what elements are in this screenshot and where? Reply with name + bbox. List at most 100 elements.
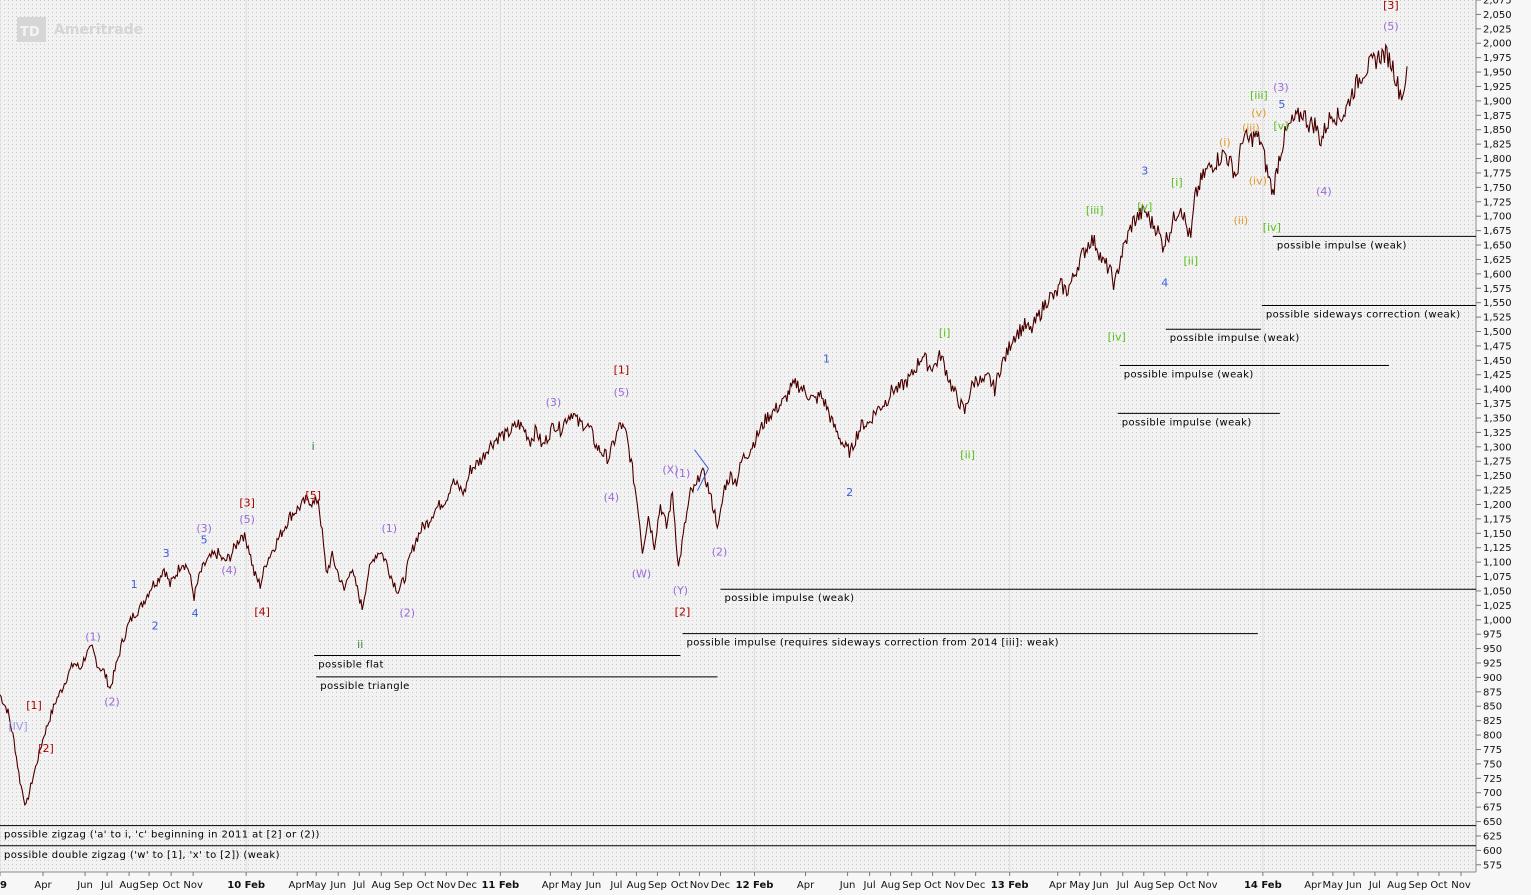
x-tick-label: Jun — [76, 880, 93, 891]
x-tick-label: Jun — [585, 880, 602, 891]
wave-label: (4) — [604, 491, 620, 504]
triangle-line — [694, 449, 710, 491]
wave-label: 4 — [192, 607, 199, 620]
y-tick-label: 1,625 — [1483, 255, 1512, 266]
y-tick-label: 1,600 — [1483, 269, 1512, 280]
zone-label: possible impulse (weak) — [1277, 240, 1407, 251]
x-tick-label: Aug — [371, 880, 391, 891]
wave-label: 2 — [152, 620, 159, 633]
x-tick-label: Aug — [1134, 880, 1154, 891]
x-tick-label: May — [561, 880, 582, 891]
y-tick-label: 775 — [1483, 745, 1502, 756]
y-tick-label: 1,100 — [1483, 558, 1512, 569]
x-tick-label: 09 — [0, 880, 7, 891]
wave-label: [2] — [38, 742, 54, 755]
y-tick-label: 700 — [1483, 788, 1502, 799]
y-tick-label: 1,950 — [1483, 68, 1512, 79]
x-tick-label: Jul — [863, 880, 876, 891]
y-tick-label: 1,675 — [1483, 226, 1512, 237]
y-tick-label: 1,250 — [1483, 471, 1512, 482]
x-tick-label: Sep — [648, 880, 667, 891]
x-tick-label: Apr — [542, 880, 560, 891]
y-tick-label: 1,050 — [1483, 586, 1512, 597]
y-tick-label: 1,400 — [1483, 385, 1512, 396]
wave-label: (5) — [1383, 20, 1399, 33]
wave-label: [IV] — [8, 720, 27, 733]
x-tick-label: Apr — [1304, 880, 1322, 891]
y-tick-label: 1,075 — [1483, 572, 1512, 583]
y-tick-label: 1,500 — [1483, 327, 1512, 338]
wave-label: [3] — [1383, 0, 1399, 12]
x-axis: 09AprJunJulAugSepOctNov10 FebAprMayJunJu… — [0, 872, 1471, 891]
wave-label: ii — [357, 638, 363, 651]
x-tick-label: Jun — [839, 880, 856, 891]
y-tick-label: 625 — [1483, 831, 1502, 842]
y-tick-label: 2,025 — [1483, 24, 1512, 35]
x-tick-label: Sep — [902, 880, 921, 891]
zone-label: possible sideways correction (weak) — [1266, 310, 1461, 321]
wave-label: 1 — [823, 353, 830, 366]
x-tick-label: Aug — [627, 880, 647, 891]
logo-mark-icon — [17, 17, 46, 42]
wave-label: 5 — [201, 534, 208, 547]
zone-label: possible impulse (weak) — [1124, 370, 1254, 381]
x-tick-label: 11 Feb — [481, 880, 519, 891]
y-tick-label: 1,225 — [1483, 486, 1512, 497]
zone-label: possible double zigzag ('w' to [1], 'x' … — [4, 850, 280, 861]
y-tick-label: 1,550 — [1483, 298, 1512, 309]
y-tick-label: 1,800 — [1483, 154, 1512, 165]
x-tick-label: 10 Feb — [227, 880, 265, 891]
wave-label: [iii] — [1086, 204, 1104, 217]
wave-label: (5) — [239, 513, 255, 526]
price-series-shadow — [0, 44, 1408, 806]
wave-label: (3) — [196, 522, 212, 535]
y-tick-label: 1,350 — [1483, 413, 1512, 424]
x-tick-label: Jun — [1092, 880, 1109, 891]
wave-label: (ii) — [1233, 214, 1248, 227]
wave-label: [ii] — [1183, 255, 1198, 268]
y-tick-label: 1,025 — [1483, 601, 1512, 612]
x-tick-label: Sep — [1409, 880, 1428, 891]
x-tick-label: 12 Feb — [736, 880, 774, 891]
y-tick-label: 1,150 — [1483, 529, 1512, 540]
x-tick-label: Jul — [1368, 880, 1381, 891]
wave-label: (iii) — [1242, 121, 1260, 134]
x-tick-label: Oct — [671, 880, 688, 891]
x-tick-label: Dec — [711, 880, 730, 891]
x-tick-label: 14 Feb — [1244, 880, 1282, 891]
logo: TD Ameritrade — [17, 17, 143, 42]
y-tick-label: 1,875 — [1483, 111, 1512, 122]
wave-label: [ii] — [960, 448, 975, 461]
x-tick-label: Jul — [100, 880, 113, 891]
x-tick-label: Nov — [183, 880, 203, 891]
wave-label: (5) — [614, 386, 630, 399]
y-tick-label: 1,175 — [1483, 514, 1512, 525]
wave-label: i — [312, 440, 315, 453]
x-tick-label: Jul — [609, 880, 622, 891]
y-tick-label: 1,475 — [1483, 341, 1512, 352]
x-tick-label: Nov — [437, 880, 457, 891]
x-tick-label: 13 Feb — [991, 880, 1029, 891]
x-tick-label: Apr — [289, 880, 307, 891]
y-tick-label: 925 — [1483, 659, 1502, 670]
zone-label: possible impulse (weak) — [1170, 333, 1300, 344]
x-tick-label: Jun — [329, 880, 346, 891]
y-tick-label: 575 — [1483, 860, 1502, 871]
x-tick-label: Nov — [690, 880, 710, 891]
y-tick-label: 900 — [1483, 673, 1502, 684]
x-tick-label: Aug — [1387, 880, 1407, 891]
x-tick-label: Sep — [140, 880, 159, 891]
y-tick-label: 875 — [1483, 687, 1502, 698]
y-tick-label: 1,200 — [1483, 500, 1512, 511]
y-tick-label: 1,925 — [1483, 82, 1512, 93]
x-tick-label: Jul — [352, 880, 365, 891]
x-tick-label: May — [1323, 880, 1344, 891]
x-tick-label: Dec — [966, 880, 985, 891]
wave-label: (i) — [1219, 136, 1231, 149]
x-tick-label: May — [306, 880, 327, 891]
x-tick-label: Oct — [417, 880, 434, 891]
wave-label: (Y) — [673, 584, 688, 597]
zone-label: possible zigzag ('a' to i, 'c' beginning… — [4, 830, 320, 841]
wave-label: (W) — [632, 568, 651, 581]
